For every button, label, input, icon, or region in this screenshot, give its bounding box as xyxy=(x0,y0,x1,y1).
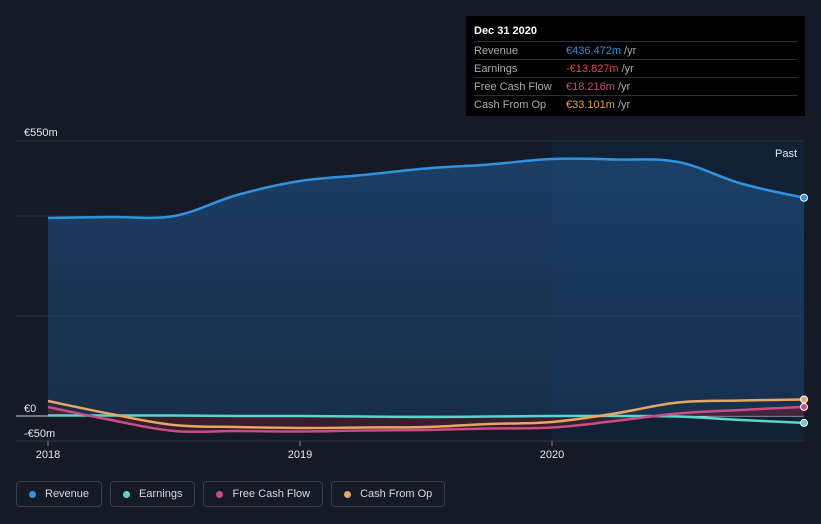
earnings-line xyxy=(48,414,805,425)
earnings-end-point xyxy=(800,418,808,427)
legend-item-earnings[interactable]: Earnings xyxy=(110,481,196,507)
free-cash-flow-dot-icon xyxy=(216,490,224,498)
free-cash-flow-end-point xyxy=(800,402,808,411)
x-tick-label: 2018 xyxy=(36,449,60,461)
legend-item-free-cash-flow[interactable]: Free Cash Flow xyxy=(203,481,324,507)
tooltip-unit: /yr xyxy=(617,80,631,93)
series-end-markers xyxy=(800,193,808,427)
tooltip-unit: /yr xyxy=(621,62,634,75)
x-tick-label: 2019 xyxy=(288,449,312,461)
earnings-dot-icon xyxy=(123,490,131,498)
series-lines xyxy=(47,157,805,434)
cash-from-op-end-point xyxy=(800,395,808,404)
tooltip-value: €18.216m xyxy=(566,80,615,93)
tooltip-unit: /yr xyxy=(617,98,631,111)
tooltip-unit: /yr xyxy=(624,44,637,57)
legend-item-revenue[interactable]: Revenue xyxy=(16,481,103,507)
tooltip-row-earnings: Earnings -€13.827m /yr xyxy=(474,59,798,77)
tooltip-value: €33.101m xyxy=(566,98,615,111)
tooltip-row-cash-from-op: Cash From Op €33.101m /yr xyxy=(474,95,798,113)
tooltip-date: Dec 31 2020 xyxy=(474,25,537,37)
free-cash-flow-area xyxy=(48,406,804,432)
revenue-dot-icon xyxy=(29,490,36,498)
tooltip-label: Revenue xyxy=(474,44,519,57)
tooltip-row-revenue: Revenue €436.472m /yr xyxy=(474,41,798,59)
tooltip-panel: Dec 31 2020 Revenue €436.472m /yr Earnin… xyxy=(466,16,805,116)
legend-label: Earnings xyxy=(139,488,183,500)
legend-label: Revenue xyxy=(45,488,90,500)
legend: Revenue Earnings Free Cash Flow Cash Fro… xyxy=(16,481,446,507)
y-tick-label: €0 xyxy=(24,403,36,415)
tooltip-label: Free Cash Flow xyxy=(474,80,552,93)
tooltip-label: Earnings xyxy=(474,62,518,75)
tooltip-label: Cash From Op xyxy=(474,98,547,111)
tooltip-row-free-cash-flow: Free Cash Flow €18.216m /yr xyxy=(474,77,798,95)
y-tick-label: €550m xyxy=(24,127,58,139)
legend-label: Free Cash Flow xyxy=(232,488,311,500)
tooltip-value: -€13.827m xyxy=(566,62,619,75)
tooltip-value: €436.472m xyxy=(566,44,622,57)
past-label: Past xyxy=(775,148,797,160)
legend-item-cash-from-op[interactable]: Cash From Op xyxy=(331,481,446,507)
axis-labels: €550m €0 -€50m 2018 2019 2020 xyxy=(24,127,564,461)
revenue-line xyxy=(47,157,805,220)
series-areas xyxy=(48,158,804,432)
y-tick-label: -€50m xyxy=(24,428,55,440)
x-tick-label: 2020 xyxy=(540,449,564,461)
legend-label: Cash From Op xyxy=(360,488,433,500)
revenue-end-point xyxy=(800,193,808,202)
cash-from-op-line xyxy=(47,398,805,430)
free-cash-flow-line xyxy=(47,405,805,434)
cash-from-op-dot-icon xyxy=(344,490,352,498)
revenue-area xyxy=(48,158,804,416)
